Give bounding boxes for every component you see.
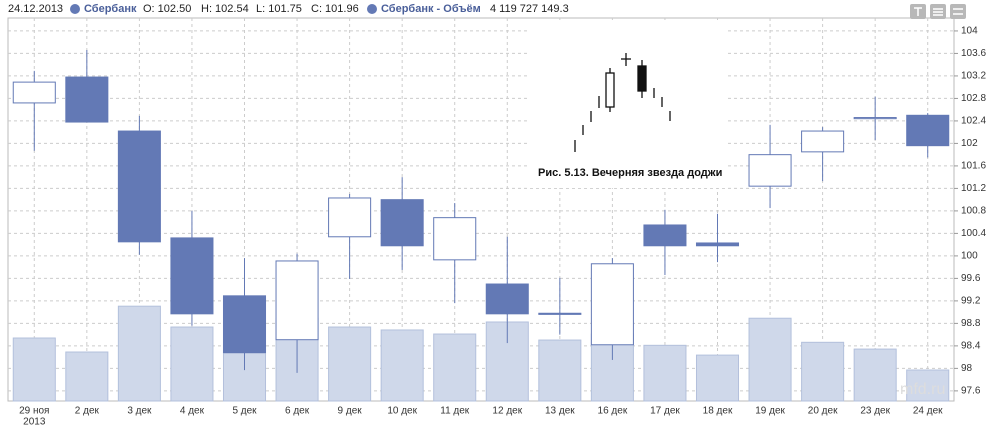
- candle-body: [117, 130, 161, 243]
- y-tick-label: 101.6: [961, 161, 986, 172]
- x-tick-label: 12 дек: [492, 406, 522, 417]
- volume-bar: [801, 341, 845, 402]
- candle-body: [65, 76, 109, 123]
- candle-layer: [12, 50, 950, 373]
- y-tick-label: 102.4: [961, 116, 986, 127]
- volume-bar: [380, 329, 424, 402]
- x-tick-label: 13 дек: [545, 406, 575, 417]
- candle-body: [275, 260, 319, 341]
- y-tick-label: 102.8: [961, 93, 986, 104]
- inset: Рис. 5.13. Вечерняя звезда доджи: [530, 20, 726, 188]
- candle-body: [485, 283, 529, 315]
- x-tick-label: 19 дек: [755, 406, 785, 417]
- legend-dot: [70, 4, 80, 14]
- volume-bar: [117, 305, 161, 402]
- candle-body: [906, 114, 950, 147]
- y-tick-label: 99.6: [961, 273, 981, 284]
- volume-bar: [695, 354, 740, 402]
- volume-bar: [853, 348, 897, 402]
- y-tick-label: 102: [961, 138, 978, 149]
- y-tick-label: 103.2: [961, 71, 986, 82]
- x-tick-label: 6 дек: [285, 406, 310, 417]
- y-tick-label: 98: [961, 363, 973, 374]
- volume-bar: [906, 369, 950, 402]
- volume-bar: [643, 344, 687, 402]
- candle-body: [170, 237, 214, 315]
- x-tick-label: 2 дек: [75, 406, 100, 417]
- y-tick-label: 104: [961, 26, 978, 37]
- inset-candles: [574, 53, 671, 152]
- x-tick-label: 24 дек: [913, 406, 943, 417]
- volume-bar: [65, 351, 109, 402]
- toolbar: [910, 4, 966, 19]
- candle-body: [695, 242, 740, 247]
- x-tick-label: 20 дек: [808, 406, 838, 417]
- candle-body: [801, 130, 845, 153]
- candle-body: [380, 199, 424, 247]
- y-tick-label: 98.8: [961, 318, 981, 329]
- candle-body: [643, 224, 687, 247]
- x-tick-label: 29 ноя: [19, 406, 49, 417]
- inset-bg: [530, 20, 726, 188]
- volume-bar: [433, 333, 477, 402]
- candle-body: [222, 295, 267, 354]
- candle-body: [590, 263, 634, 346]
- volume-bar: [170, 326, 214, 402]
- watermark: mfd.ru: [900, 381, 945, 398]
- y-tick-label: 99.2: [961, 296, 981, 307]
- candle-body: [538, 312, 582, 315]
- x-tick-label: 16 дек: [598, 406, 628, 417]
- candle-body: [328, 197, 372, 238]
- y-tick-label: 97.6: [961, 386, 981, 397]
- header-high: H: 102.54: [201, 3, 249, 15]
- x-tick-label: 4 дек: [180, 406, 205, 417]
- y-tick-label: 98.4: [961, 341, 981, 352]
- legend-dot: [367, 4, 377, 14]
- header-close: C: 101.96: [311, 3, 359, 15]
- y-tick-label: 103.6: [961, 48, 986, 59]
- x-tick-label: 9 дек: [338, 406, 363, 417]
- x-tick-label: 17 дек: [650, 406, 680, 417]
- plot-frame: [7, 17, 955, 402]
- inset-caption: Рис. 5.13. Вечерняя звезда доджи: [538, 167, 722, 179]
- volume-bar: [12, 337, 56, 402]
- legend-entry: Сбербанк: [84, 3, 137, 15]
- x-tick-label: 11 дек: [440, 406, 470, 417]
- y-tick-label: 101.2: [961, 183, 986, 194]
- candle-body: [853, 117, 897, 120]
- header-volume: 4 119 727 149.3: [490, 3, 569, 15]
- toolbar-button[interactable]: [950, 4, 966, 19]
- x-tick-label: 10 дек: [387, 406, 417, 417]
- candle-body: [433, 217, 477, 261]
- header-open: O: 102.50: [143, 3, 191, 15]
- y-tick-label: 100.8: [961, 206, 986, 217]
- header-date: 24.12.2013: [8, 3, 63, 15]
- x-tick-label-year: 2013: [23, 417, 46, 427]
- candle-body: [12, 81, 56, 104]
- y-tick-label: 100: [961, 251, 978, 262]
- volume-bar: [328, 326, 372, 402]
- candle-body: [748, 154, 792, 187]
- x-tick-label: 18 дек: [703, 406, 733, 417]
- y-tick-label: 100.4: [961, 228, 986, 239]
- x-tick-label: 5 дек: [232, 406, 257, 417]
- legend-entry: Сбербанк - Объём: [381, 3, 481, 15]
- x-tick-label: 3 дек: [127, 406, 152, 417]
- x-tick-label: 23 дек: [860, 406, 890, 417]
- header-low: L: 101.75: [256, 3, 302, 15]
- volume-bar: [538, 339, 582, 402]
- volume-bar: [748, 317, 792, 402]
